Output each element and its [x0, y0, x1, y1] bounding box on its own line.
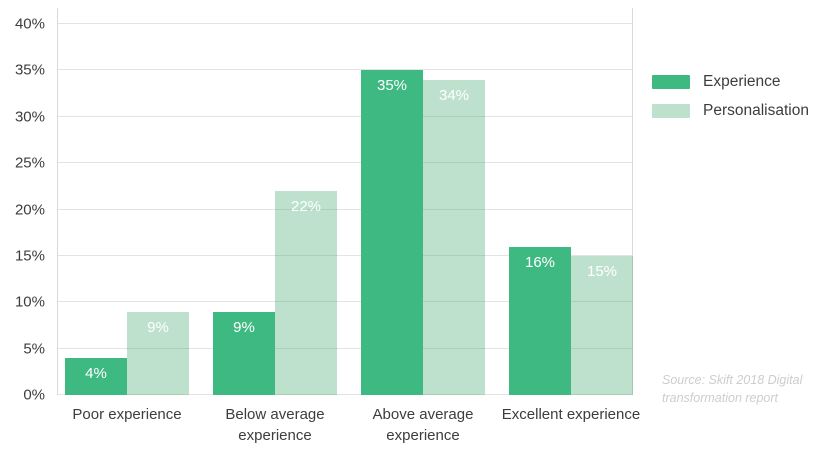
bar-experience: 4%	[65, 357, 127, 395]
y-axis-tick-label: 10%	[14, 293, 45, 311]
legend-item-personalisation: Personalisation	[652, 102, 809, 120]
legend-swatch	[652, 104, 690, 118]
bar-value-label: 16%	[524, 253, 556, 271]
bar-value-label: 9%	[233, 318, 255, 336]
source-note-line2: transformation report	[662, 391, 779, 405]
bar-group: 16% 15% Excellent experience	[502, 24, 640, 423]
bar-group: 4% 9% Poor experience	[65, 24, 189, 423]
gridline	[57, 115, 633, 117]
y-axis-tick-label: 5%	[23, 340, 45, 358]
bar-value-label: 15%	[586, 262, 618, 280]
bar-value-label: 35%	[376, 77, 408, 95]
x-axis-category-label: Above average experience	[372, 406, 474, 444]
source-note-line1: Source: Skift 2018 Digital	[662, 373, 803, 387]
gridline	[57, 162, 633, 164]
gridline	[57, 23, 633, 24]
y-axis-tick-label: 15%	[14, 247, 45, 265]
x-axis-category-label: Below average experience	[225, 406, 325, 444]
bars-layer: 4% 9% Poor experience 9% 22% Below average ex…	[57, 24, 640, 444]
gridline	[57, 394, 633, 395]
gridline	[57, 347, 633, 349]
legend-label: Personalisation	[703, 102, 809, 119]
plot-area: 4% 9% Poor experience 9% 22% Below average ex…	[57, 8, 640, 444]
legend-swatch	[652, 75, 690, 89]
legend-label: Experience	[703, 73, 781, 90]
legend-item-experience: Experience	[652, 73, 809, 91]
gridline	[57, 301, 633, 303]
y-axis-tick-label: 30%	[14, 108, 45, 126]
gridline	[57, 208, 633, 210]
bar-group: 35% 34% Above average experience	[361, 24, 485, 444]
x-axis-category-label: Excellent experience	[501, 406, 641, 423]
y-axis-tick-label: 40%	[14, 15, 45, 33]
bar-group: 9% 22% Below average experience	[213, 24, 337, 444]
y-axis-tick-label: 0%	[23, 386, 45, 404]
bar-value-label: 34%	[438, 86, 470, 104]
bar-personalisation: 34%	[423, 79, 485, 395]
bar-experience: 9%	[213, 311, 275, 395]
bar-experience: 16%	[509, 246, 571, 395]
bar-experience: 35%	[361, 70, 423, 395]
y-axis-line	[57, 8, 58, 395]
gridline	[57, 69, 633, 71]
bar-personalisation: 15%	[571, 255, 633, 395]
bar-personalisation: 22%	[275, 190, 337, 395]
bar-value-label: 4%	[85, 364, 107, 382]
bar-value-label: 9%	[147, 318, 169, 336]
gridline-layer	[57, 23, 633, 395]
bar-personalisation: 9%	[127, 311, 189, 395]
y-axis-tick-label: 25%	[14, 154, 45, 172]
bar-value-label: 22%	[290, 197, 322, 215]
source-note: Source: Skift 2018 Digital transformatio…	[662, 371, 812, 407]
y-axis-tick-label: 20%	[14, 201, 45, 218]
plot-right-border	[632, 8, 633, 395]
y-axis: 0% 5% 10% 15% 20% 25% 30% 35% 40%	[0, 16, 45, 404]
gridline	[57, 254, 633, 256]
x-axis-category-label: Poor experience	[72, 406, 182, 423]
y-axis-tick-label: 35%	[14, 61, 45, 79]
legend: Experience Personalisation	[652, 73, 809, 120]
